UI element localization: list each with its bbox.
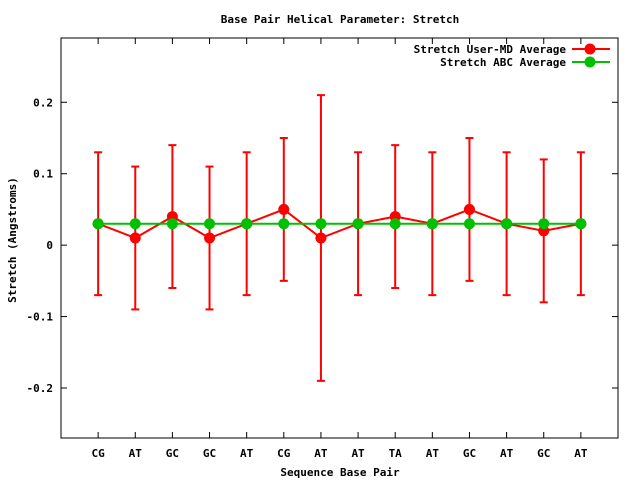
data-point (575, 218, 587, 230)
x-tick-label: AT (500, 447, 514, 460)
data-point (315, 232, 327, 244)
data-point (92, 218, 104, 230)
x-tick-label: AT (314, 447, 328, 460)
plot-area-border (60, 37, 619, 439)
series-stretch-user-md-average (92, 94, 587, 382)
y-ticks: -0.2 -0.1 0 0.1 0.2 (27, 96, 618, 395)
legend-label-abc: Stretch ABC Average (440, 56, 566, 69)
x-tick-label: GC (166, 447, 179, 460)
y-tick-label: 0.1 (33, 168, 53, 181)
data-point (538, 218, 550, 230)
y-axis-label: Stretch (Angstroms) (6, 177, 19, 303)
legend: Stretch User-MD Average Stretch ABC Aver… (414, 43, 610, 69)
legend-marker-abc (584, 56, 596, 68)
data-point (204, 218, 216, 230)
legend-label-user-md: Stretch User-MD Average (414, 43, 567, 56)
data-point (426, 218, 438, 230)
data-point (463, 203, 475, 215)
x-tick-label: AT (426, 447, 440, 460)
legend-marker-user-md (584, 43, 596, 55)
data-point (352, 218, 364, 230)
data-point (315, 218, 327, 230)
data-point (166, 218, 178, 230)
x-tick-label: AT (240, 447, 254, 460)
data-point (129, 218, 141, 230)
x-tick-label: CG (277, 447, 291, 460)
series-layer (92, 94, 587, 382)
x-tick-label: GC (537, 447, 550, 460)
x-tick-label: TA (389, 447, 403, 460)
y-tick-label: -0.2 (27, 382, 54, 395)
data-point (278, 203, 290, 215)
x-axis-label: Sequence Base Pair (280, 466, 400, 479)
data-point (278, 218, 290, 230)
x-tick-label: GC (463, 447, 476, 460)
series-line (97, 208, 582, 240)
data-point (463, 218, 475, 230)
data-point (129, 232, 141, 244)
y-tick-label: 0 (46, 239, 53, 252)
data-point (389, 218, 401, 230)
x-ticks: CG AT GC GC AT CG AT AT TA AT GC AT GC AT (92, 38, 588, 460)
y-tick-label: 0.2 (33, 96, 53, 109)
x-tick-label: AT (351, 447, 365, 460)
x-tick-label: GC (203, 447, 216, 460)
x-tick-label: AT (574, 447, 588, 460)
y-tick-label: -0.1 (27, 311, 54, 324)
series-stretch-abc-average (92, 218, 587, 230)
x-tick-label: CG (92, 447, 106, 460)
data-point (241, 218, 253, 230)
chart-title: Base Pair Helical Parameter: Stretch (221, 13, 459, 26)
data-point (501, 218, 513, 230)
data-point (204, 232, 216, 244)
x-tick-label: AT (129, 447, 143, 460)
